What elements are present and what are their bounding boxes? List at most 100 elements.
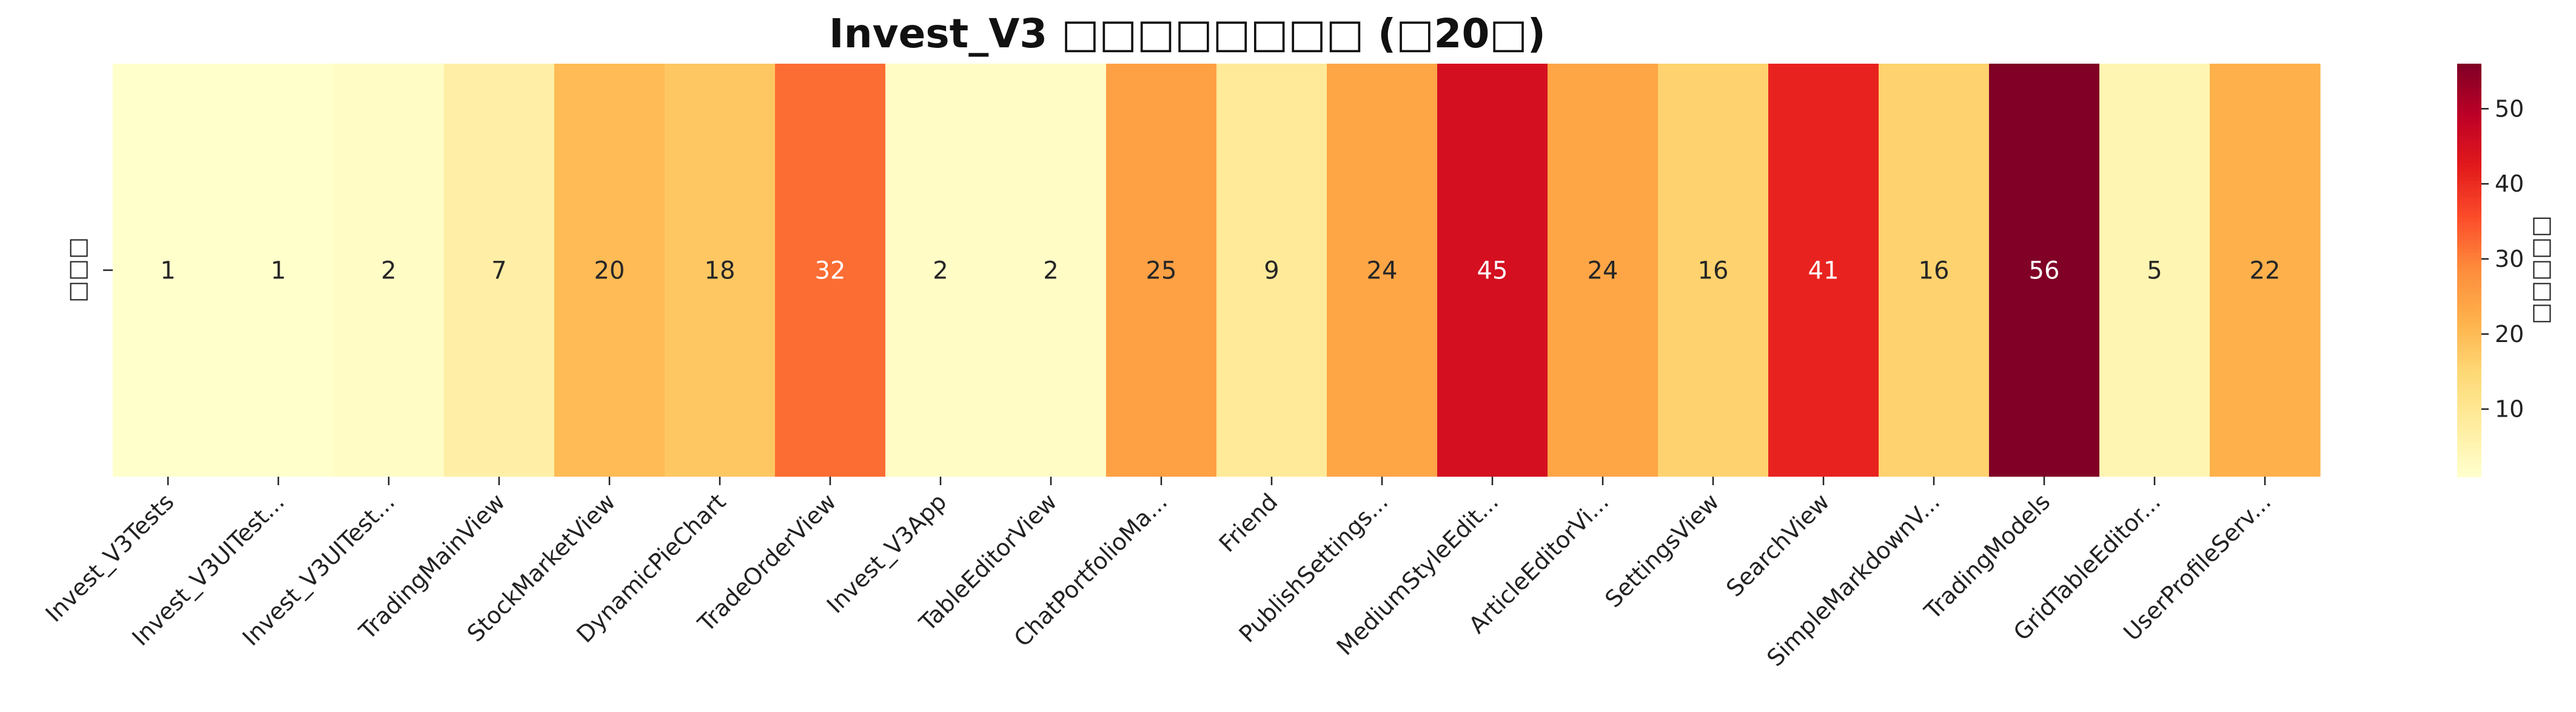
cell-value-label: 45 — [1477, 257, 1508, 285]
colorbar-segment — [2457, 397, 2481, 401]
colorbar-segment — [2457, 335, 2481, 340]
colorbar-segment — [2457, 274, 2481, 278]
heatmap-cell — [334, 64, 444, 477]
cell-value-label: 24 — [1588, 257, 1618, 285]
colorbar-segment — [2457, 225, 2481, 230]
x-tick-label: SettingsView — [1600, 488, 1724, 613]
y-tick-label: □□□ — [64, 237, 90, 303]
colorbar-segment — [2457, 432, 2481, 436]
colorbar-segment — [2457, 235, 2481, 240]
colorbar-segment — [2457, 435, 2481, 440]
colorbar-segment — [2457, 408, 2481, 412]
colorbar-segment — [2457, 328, 2481, 333]
colorbar-segment — [2457, 391, 2481, 395]
colorbar-segment — [2457, 421, 2481, 426]
colorbar-segment — [2457, 256, 2481, 261]
heatmap-cell — [1327, 64, 1438, 477]
colorbar-segment — [2457, 239, 2481, 243]
colorbar-segment — [2457, 180, 2481, 185]
colorbar: 10 20 30 40 50 — [2457, 64, 2524, 477]
colorbar-segment — [2457, 160, 2481, 164]
heatmap-cell — [1989, 64, 2100, 477]
colorbar-segment — [2457, 70, 2481, 75]
colorbar-segment — [2457, 284, 2481, 288]
colorbar-segment — [2457, 459, 2481, 464]
colorbar-segment — [2457, 149, 2481, 154]
colorbar-segment — [2457, 342, 2481, 347]
colorbar-segment — [2457, 74, 2481, 78]
heatmap-cell — [665, 64, 776, 477]
colorbar-segment — [2457, 332, 2481, 337]
colorbar-segment — [2457, 163, 2481, 167]
colorbar-tick-label: 20 — [2495, 321, 2524, 348]
colorbar-segment — [2457, 218, 2481, 223]
colorbar-segment — [2457, 291, 2481, 295]
colorbar-segment — [2457, 366, 2481, 371]
colorbar-segment — [2457, 401, 2481, 405]
colorbar-segment — [2457, 339, 2481, 343]
colorbar-segment — [2457, 153, 2481, 157]
colorbar-segment — [2457, 184, 2481, 189]
colorbar-segment — [2457, 118, 2481, 123]
colorbar-segment — [2457, 325, 2481, 329]
colorbar-segment — [2457, 112, 2481, 116]
colorbar-segment — [2457, 243, 2481, 247]
colorbar-segment — [2457, 81, 2481, 85]
heatmap-cell — [1548, 64, 1659, 477]
colorbar-tick-label: 50 — [2495, 95, 2524, 122]
colorbar-segment — [2457, 222, 2481, 226]
colorbar-segment — [2457, 452, 2481, 457]
colorbar-segment — [2457, 201, 2481, 206]
colorbar-segment — [2457, 360, 2481, 364]
colorbar-segment — [2457, 170, 2481, 175]
colorbar-segment — [2457, 287, 2481, 292]
colorbar-segment — [2457, 126, 2481, 130]
heatmap-cell — [1879, 64, 1990, 477]
colorbar-segment — [2457, 115, 2481, 119]
colorbar-segment — [2457, 108, 2481, 113]
colorbar-segment — [2457, 387, 2481, 391]
colorbar-segment — [2457, 173, 2481, 178]
colorbar-segment — [2457, 414, 2481, 419]
colorbar-segment — [2457, 270, 2481, 274]
colorbar-segment — [2457, 463, 2481, 467]
colorbar-segment — [2457, 87, 2481, 92]
colorbar-segment — [2457, 177, 2481, 181]
heatmap-cell — [444, 64, 555, 477]
colorbar-segment — [2457, 404, 2481, 409]
heatmap-cell — [554, 64, 665, 477]
heatmap-cell — [996, 64, 1107, 477]
heatmap-cell — [885, 64, 996, 477]
colorbar-segment — [2457, 445, 2481, 450]
colorbar-segment — [2457, 215, 2481, 220]
colorbar-segment — [2457, 253, 2481, 257]
heatmap-cells — [113, 64, 2321, 477]
colorbar-segment — [2457, 260, 2481, 264]
cell-annotations: 1 1 2 7 20 18 32 2 2 25 9 24 45 24 16 41 16 56 5 22 — [160, 257, 2280, 285]
cell-value-label: 41 — [1808, 257, 1839, 285]
x-tick-label: SearchView — [1721, 488, 1834, 602]
x-tick-label: Friend — [1214, 488, 1283, 557]
colorbar-segment — [2457, 469, 2481, 474]
cell-value-label: 5 — [2147, 257, 2162, 285]
colorbar-segment — [2457, 198, 2481, 202]
cell-value-label: 1 — [160, 257, 175, 285]
heatmap-cell — [1658, 64, 1769, 477]
colorbar-segment — [2457, 190, 2481, 195]
colorbar-segment — [2457, 136, 2481, 140]
colorbar-segment — [2457, 455, 2481, 460]
colorbar-segment — [2457, 67, 2481, 72]
colorbar-segment — [2457, 143, 2481, 147]
heatmap-cell — [775, 64, 886, 477]
colorbar-segment — [2457, 318, 2481, 323]
colorbar-segment — [2457, 352, 2481, 357]
colorbar-segment — [2457, 246, 2481, 250]
colorbar-segment — [2457, 266, 2481, 271]
heatmap-cell — [1437, 64, 1548, 477]
colorbar-segment — [2457, 146, 2481, 150]
colorbar-segment — [2457, 95, 2481, 99]
heatmap-cell — [1768, 64, 1879, 477]
colorbar-segment — [2457, 212, 2481, 216]
colorbar-segment — [2457, 77, 2481, 82]
